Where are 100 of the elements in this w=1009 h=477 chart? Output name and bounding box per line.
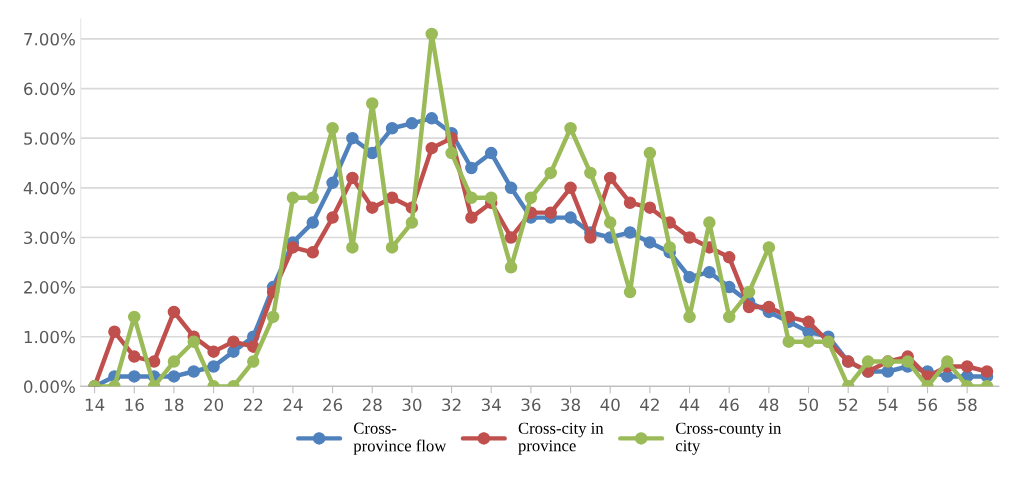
point	[623, 226, 637, 239]
y-tick-label: 5.00%	[24, 132, 75, 145]
point	[960, 360, 974, 373]
y-tick-label: 1.00%	[24, 330, 75, 344]
y-tick-label: 4.00%	[23, 181, 75, 195]
point	[167, 305, 181, 319]
point	[365, 97, 379, 110]
point	[306, 216, 319, 229]
x-tick-label: 34	[481, 398, 501, 412]
point	[405, 216, 419, 229]
point	[405, 117, 419, 130]
point	[703, 265, 716, 279]
point	[346, 171, 359, 185]
point	[802, 315, 815, 329]
point	[861, 355, 875, 368]
point	[326, 176, 339, 190]
point	[584, 231, 597, 244]
point	[544, 206, 557, 219]
x-tick-label: 24	[283, 398, 303, 411]
point	[484, 191, 498, 205]
point	[465, 191, 478, 205]
point	[465, 161, 478, 175]
point	[564, 181, 577, 195]
point	[286, 191, 300, 205]
x-tick-label: 30	[402, 398, 422, 412]
point	[742, 285, 756, 299]
point	[207, 360, 220, 373]
x-tick-label: 52	[838, 398, 858, 412]
x-tick-label: 32	[442, 398, 461, 412]
y-tick-label: 2.00%	[24, 281, 75, 294]
point	[306, 246, 319, 259]
x-tick-label: 54	[878, 398, 898, 412]
point	[584, 166, 597, 180]
point	[227, 335, 240, 348]
point	[524, 191, 538, 205]
point	[108, 325, 121, 339]
x-tick-label: 50	[799, 398, 819, 412]
point	[544, 166, 557, 180]
x-tick-label: 44	[679, 398, 700, 411]
point	[603, 216, 617, 229]
point	[425, 112, 438, 125]
point	[643, 236, 657, 249]
point	[762, 300, 776, 314]
point	[683, 270, 696, 284]
point	[722, 251, 736, 264]
x-tick-label: 58	[957, 398, 977, 412]
point	[623, 196, 637, 209]
point	[603, 171, 617, 185]
y-tick-label: 3.00%	[24, 231, 75, 245]
point	[207, 345, 220, 358]
legend-label: Cross-county in city	[675, 422, 782, 455]
y-tick-label: 7.00%	[24, 32, 75, 46]
point	[167, 355, 181, 368]
point	[385, 191, 399, 205]
point	[484, 146, 498, 160]
point	[167, 370, 181, 383]
legend-label: Cross-city in province	[518, 422, 604, 455]
point	[147, 355, 161, 368]
point	[187, 365, 201, 378]
point	[643, 201, 657, 214]
point	[128, 350, 141, 363]
point	[326, 211, 339, 224]
point	[980, 365, 994, 378]
point	[941, 355, 954, 368]
point	[504, 181, 518, 195]
point	[683, 310, 696, 324]
point	[306, 191, 319, 205]
x-tick-label: 56	[918, 398, 938, 412]
point	[742, 300, 756, 314]
point	[901, 355, 914, 368]
point	[802, 335, 815, 348]
point	[643, 146, 657, 160]
point	[346, 131, 359, 145]
point	[346, 241, 359, 254]
point	[425, 141, 438, 155]
y-tick-label: 6.00%	[24, 82, 75, 96]
point	[425, 27, 438, 41]
point	[623, 285, 637, 299]
point	[385, 122, 399, 135]
point	[782, 335, 795, 348]
x-tick-label: 40	[600, 398, 620, 412]
x-tick-label: 14	[85, 398, 105, 411]
point	[564, 211, 577, 224]
point	[128, 370, 141, 383]
legend-label: Cross- province flow	[353, 422, 447, 455]
point	[465, 211, 478, 224]
x-tick-label: 38	[561, 398, 581, 412]
point	[286, 241, 300, 254]
point	[722, 310, 736, 324]
x-tick-label: 26	[323, 398, 343, 412]
x-tick-label: 48	[759, 398, 779, 412]
x-tick-label: 18	[165, 398, 184, 412]
x-tick-label: 22	[243, 398, 263, 411]
point	[326, 122, 339, 135]
point	[266, 310, 280, 324]
point	[703, 216, 716, 229]
point	[683, 231, 696, 244]
point	[247, 355, 260, 368]
x-tick-label: 46	[719, 398, 739, 412]
x-tick-label: 28	[362, 398, 382, 412]
